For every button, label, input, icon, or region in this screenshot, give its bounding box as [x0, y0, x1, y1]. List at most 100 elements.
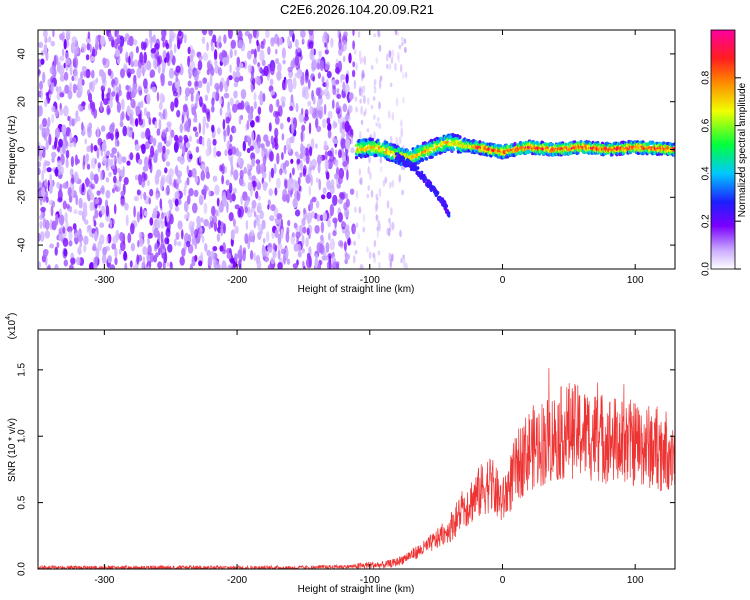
- noise-blob: [159, 198, 163, 209]
- noise-blob: [121, 156, 127, 164]
- noise-blob: [123, 177, 129, 185]
- colorbar-tick-label: 0.6: [701, 118, 712, 132]
- y-tick-label: 1.0: [17, 429, 28, 443]
- noise-blob: [181, 229, 184, 240]
- fade-blob: [390, 56, 394, 64]
- fade-blob: [398, 136, 402, 145]
- noise-blob: [38, 182, 43, 189]
- noise-blob: [272, 242, 276, 251]
- noise-blob: [136, 254, 140, 265]
- noise-blob: [140, 131, 146, 139]
- noise-blob: [100, 35, 106, 47]
- noise-blob: [330, 37, 334, 48]
- noise-blob: [216, 150, 222, 157]
- noise-blob: [48, 133, 52, 146]
- noise-blob: [73, 117, 78, 124]
- noise-blob: [194, 131, 199, 138]
- ridge-cell: [564, 142, 568, 147]
- noise-blob: [116, 86, 119, 93]
- noise-blob: [321, 194, 326, 200]
- y-tick-label: -40: [17, 237, 28, 252]
- noise-blob: [59, 55, 65, 62]
- noise-blob: [126, 39, 130, 46]
- fade-blob: [355, 190, 359, 199]
- noise-blob: [193, 70, 199, 82]
- noise-blob: [63, 259, 68, 267]
- noise-blob: [93, 263, 98, 269]
- noise-blob: [205, 172, 210, 179]
- noise-blob: [75, 194, 78, 206]
- noise-blob: [67, 141, 74, 148]
- fade-blob: [353, 240, 356, 246]
- noise-blob: [226, 107, 232, 119]
- fade-blob: [367, 166, 371, 175]
- noise-blob: [245, 219, 249, 231]
- noise-blob: [237, 151, 242, 158]
- noise-blob: [186, 240, 191, 248]
- snr-ticks: -300 -200 -100 0 100 0.0 0.5 1.0 1.5: [17, 330, 675, 586]
- ridge-cell: [467, 148, 471, 153]
- noise-blob: [162, 109, 166, 120]
- noise-blob: [226, 247, 232, 255]
- noise-blob: [93, 198, 97, 206]
- noise-blob: [239, 169, 244, 179]
- branch-cell: [420, 170, 424, 175]
- noise-blob: [294, 151, 299, 157]
- noise-blob: [73, 69, 79, 82]
- noise-blob: [67, 187, 72, 197]
- noise-blob: [176, 170, 183, 178]
- noise-blob: [326, 71, 332, 79]
- noise-blob: [77, 77, 82, 89]
- noise-blob: [41, 170, 45, 182]
- fade-blob: [378, 44, 382, 52]
- noise-blob: [108, 171, 112, 177]
- colorbar-tick-label: 0.8: [701, 70, 712, 84]
- noise-blob: [267, 204, 270, 210]
- ridge-cell: [393, 143, 397, 148]
- noise-blob: [95, 35, 99, 47]
- noise-blob: [257, 224, 263, 232]
- noise-blob: [114, 30, 120, 36]
- noise-blob: [183, 33, 187, 44]
- noise-blob: [327, 129, 332, 139]
- noise-blob: [300, 130, 304, 143]
- noise-blob: [109, 123, 115, 134]
- noise-blob: [192, 202, 198, 214]
- fade-blob: [386, 53, 389, 62]
- noise-blob: [175, 232, 180, 241]
- noise-blob: [274, 229, 279, 239]
- noise-blob: [234, 225, 239, 234]
- noise-blob: [72, 223, 77, 230]
- noise-blob: [308, 79, 311, 90]
- noise-blob: [263, 181, 266, 187]
- noise-blob: [308, 122, 312, 135]
- noise-blob: [192, 126, 198, 132]
- noise-blob: [86, 42, 91, 51]
- noise-blob: [46, 167, 52, 173]
- fade-blob: [357, 31, 361, 38]
- noise-blob: [230, 157, 233, 168]
- noise-blob: [289, 30, 293, 38]
- noise-blob: [189, 87, 195, 95]
- noise-blob: [250, 120, 255, 128]
- noise-blob: [173, 238, 177, 247]
- noise-blob: [105, 189, 111, 199]
- noise-blob: [137, 240, 140, 248]
- fade-blob: [357, 232, 361, 239]
- noise-blob: [120, 68, 125, 79]
- noise-blob: [87, 31, 91, 40]
- ridge-cell: [568, 147, 572, 152]
- ridge-cell: [389, 142, 393, 147]
- noise-blob: [322, 34, 326, 44]
- fade-blob: [400, 127, 404, 138]
- noise-blob: [211, 124, 215, 133]
- noise-blob: [73, 58, 77, 66]
- noise-blob: [301, 124, 306, 132]
- noise-blob: [223, 92, 230, 99]
- noise-blob: [157, 64, 161, 74]
- noise-blob: [251, 158, 256, 167]
- noise-blob: [155, 252, 159, 258]
- noise-blob: [161, 30, 167, 38]
- noise-blob: [188, 153, 193, 160]
- noise-blob: [249, 250, 254, 260]
